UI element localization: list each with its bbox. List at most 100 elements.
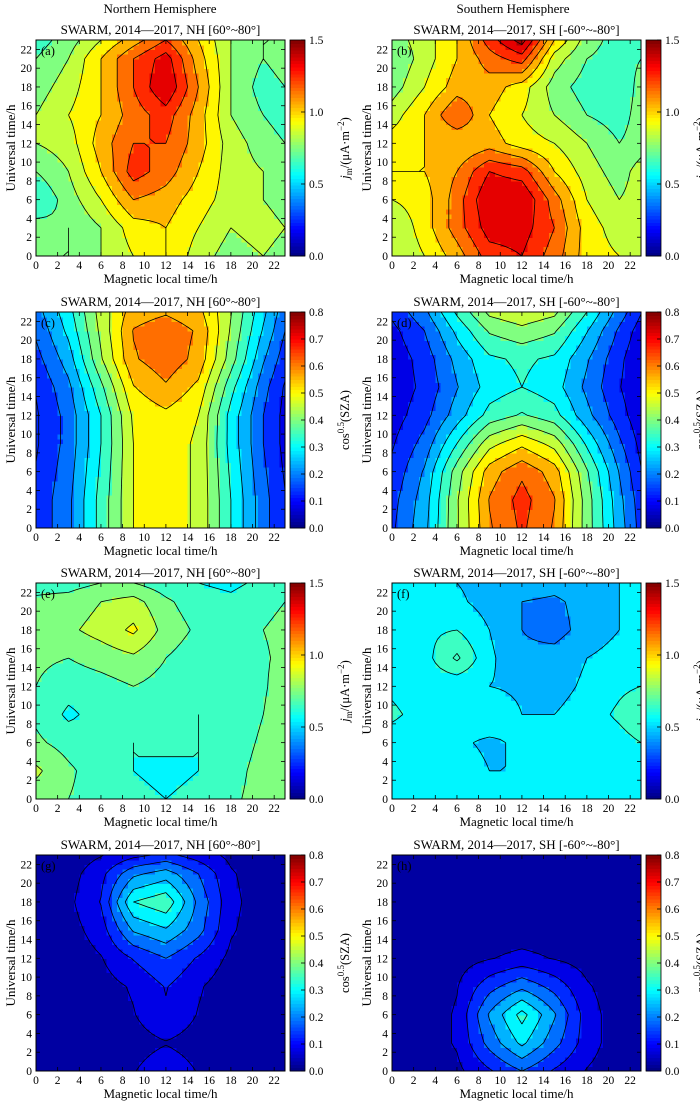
contour-cell xyxy=(52,157,58,162)
contour-cell xyxy=(47,218,53,223)
contour-cell xyxy=(193,40,199,45)
contour-cell xyxy=(215,101,221,106)
contour-cell xyxy=(117,78,123,83)
contour-cell xyxy=(161,148,167,153)
contour-cell xyxy=(68,68,74,73)
contour-cell xyxy=(128,139,134,144)
contour-cell xyxy=(231,87,237,92)
contour-cell xyxy=(106,59,112,64)
contour-cell xyxy=(85,162,91,167)
contour-cell xyxy=(193,139,199,144)
x-tick-label: 2 xyxy=(55,260,61,272)
contour-cell xyxy=(177,195,183,200)
contour-cell xyxy=(133,153,139,158)
contour-cell xyxy=(242,242,248,247)
contour-cell xyxy=(215,157,221,162)
contour-cell xyxy=(155,106,161,111)
y-tick-label: 0 xyxy=(26,251,32,263)
contour-cell xyxy=(63,96,69,101)
contour-cell xyxy=(85,59,91,64)
contour-cell xyxy=(198,101,204,106)
contour-cell xyxy=(220,247,226,252)
contour-cell xyxy=(236,171,242,176)
contour-cell xyxy=(128,106,134,111)
contour-cell xyxy=(193,115,199,120)
contour-cell xyxy=(52,228,58,233)
contour-cell xyxy=(106,228,112,233)
contour-cell xyxy=(133,106,139,111)
contour-cell xyxy=(85,115,91,120)
contour-cell xyxy=(36,228,42,233)
contour-cell xyxy=(247,134,253,139)
contour-cell xyxy=(231,143,237,148)
contour-cell xyxy=(274,139,280,144)
contour-cell xyxy=(182,209,188,214)
contour-cell xyxy=(79,228,85,233)
contour-cell xyxy=(193,200,199,205)
contour-cell xyxy=(231,214,237,219)
contour-cell xyxy=(101,190,107,195)
contour-cell xyxy=(225,209,231,214)
contour-cell xyxy=(198,237,204,242)
contour-cell xyxy=(182,233,188,238)
contour-cell xyxy=(204,96,210,101)
contour-cell xyxy=(198,87,204,92)
contour-cell xyxy=(112,204,118,209)
contour-cell xyxy=(209,92,215,97)
contour-cell xyxy=(263,195,269,200)
contour-cell xyxy=(166,157,172,162)
contour-cell xyxy=(253,204,259,209)
contour-cell xyxy=(171,218,177,223)
contour-cell xyxy=(79,92,85,97)
contour-cell xyxy=(90,167,96,172)
contour-cell xyxy=(231,148,237,153)
contour-cell xyxy=(144,40,150,45)
contour-cell xyxy=(79,223,85,228)
contour-cell xyxy=(231,237,237,242)
contour-cell xyxy=(220,92,226,97)
contour-cell xyxy=(225,153,231,158)
contour-cell xyxy=(101,87,107,92)
contour-cell xyxy=(155,87,161,92)
contour-cell xyxy=(263,49,269,54)
contour-cell xyxy=(220,82,226,87)
contour-cell xyxy=(96,171,102,176)
contour-cell xyxy=(68,96,74,101)
contour-cell xyxy=(231,54,237,59)
contour-cell xyxy=(247,228,253,233)
contour-cell xyxy=(220,218,226,223)
contour-cell xyxy=(68,167,74,172)
y-tick-label: 12 xyxy=(21,138,33,150)
contour-cell xyxy=(128,233,134,238)
contour-cell xyxy=(74,157,80,162)
contour-cell xyxy=(139,125,145,130)
contour-cell xyxy=(63,106,69,111)
contour-cell xyxy=(269,214,275,219)
contour-cell xyxy=(182,228,188,233)
contour-cell xyxy=(90,237,96,242)
contour-cell xyxy=(85,218,91,223)
contour-cell xyxy=(274,59,280,64)
contour-cell xyxy=(112,228,118,233)
contour-cell xyxy=(47,242,53,247)
contour-cell xyxy=(85,101,91,106)
contour-cell xyxy=(242,195,248,200)
contour-cell xyxy=(274,148,280,153)
contour-cell xyxy=(47,162,53,167)
contour-cell xyxy=(36,190,42,195)
contour-cell xyxy=(117,59,123,64)
contour-cell xyxy=(198,96,204,101)
contour-cell xyxy=(79,190,85,195)
contour-cell xyxy=(85,153,91,158)
contour-cell xyxy=(68,228,74,233)
contour-cell xyxy=(253,49,259,54)
contour-cell xyxy=(253,237,259,242)
contour-cell xyxy=(198,186,204,191)
contour-cell xyxy=(161,78,167,83)
contour-cell xyxy=(177,223,183,228)
contour-cell xyxy=(414,247,420,252)
contour-cell xyxy=(139,157,145,162)
contour-cell xyxy=(274,218,280,223)
contour-cell xyxy=(215,233,221,238)
contour-cell xyxy=(269,148,275,153)
